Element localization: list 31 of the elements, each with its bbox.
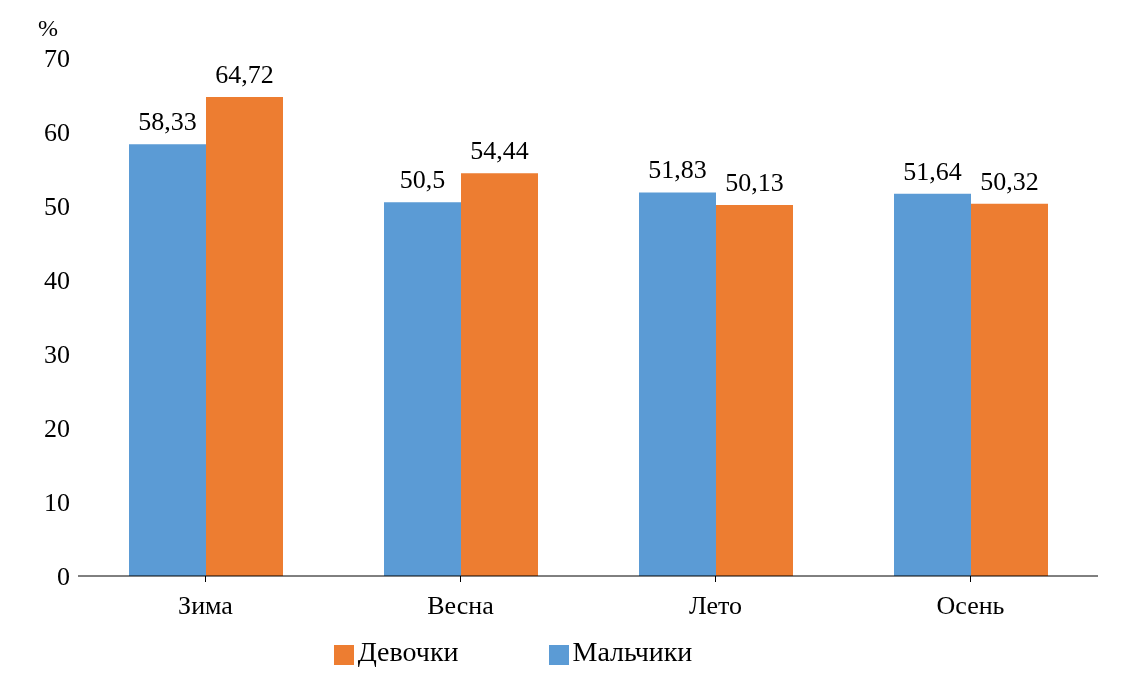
- y-tick-label: 50: [44, 192, 70, 222]
- x-tick-label: Весна: [427, 591, 495, 621]
- data-label: 51,83: [648, 155, 707, 185]
- y-tick-label: 20: [44, 414, 70, 444]
- y-tick-label: 0: [57, 562, 70, 592]
- y-tick-label: 40: [44, 266, 70, 296]
- data-label: 58,33: [138, 107, 197, 137]
- x-tick-label: Осень: [936, 591, 1005, 621]
- bar: [639, 192, 716, 576]
- x-tick-label: Лето: [688, 591, 743, 621]
- bar: [206, 97, 283, 576]
- data-label: 50,32: [980, 166, 1039, 196]
- legend-label: Мальчики: [572, 636, 693, 667]
- y-tick-label: 60: [44, 118, 70, 148]
- bar: [129, 144, 206, 576]
- data-label: 51,64: [903, 156, 962, 186]
- data-label: 54,44: [470, 136, 529, 166]
- bar: [461, 173, 538, 576]
- bar: [384, 202, 461, 576]
- data-label: 50,13: [725, 168, 784, 198]
- y-tick-label: 70: [44, 44, 70, 74]
- y-tick-label: 10: [44, 488, 70, 518]
- x-tick-label: Зима: [178, 591, 234, 621]
- bar: [716, 205, 793, 576]
- bar: [971, 203, 1048, 576]
- y-tick-label: 30: [44, 340, 70, 370]
- bar: [894, 193, 971, 576]
- legend-label: Девочки: [357, 636, 459, 667]
- y-axis-title: %: [38, 15, 58, 41]
- data-label: 64,72: [215, 60, 274, 90]
- data-label: 50,5: [399, 165, 446, 195]
